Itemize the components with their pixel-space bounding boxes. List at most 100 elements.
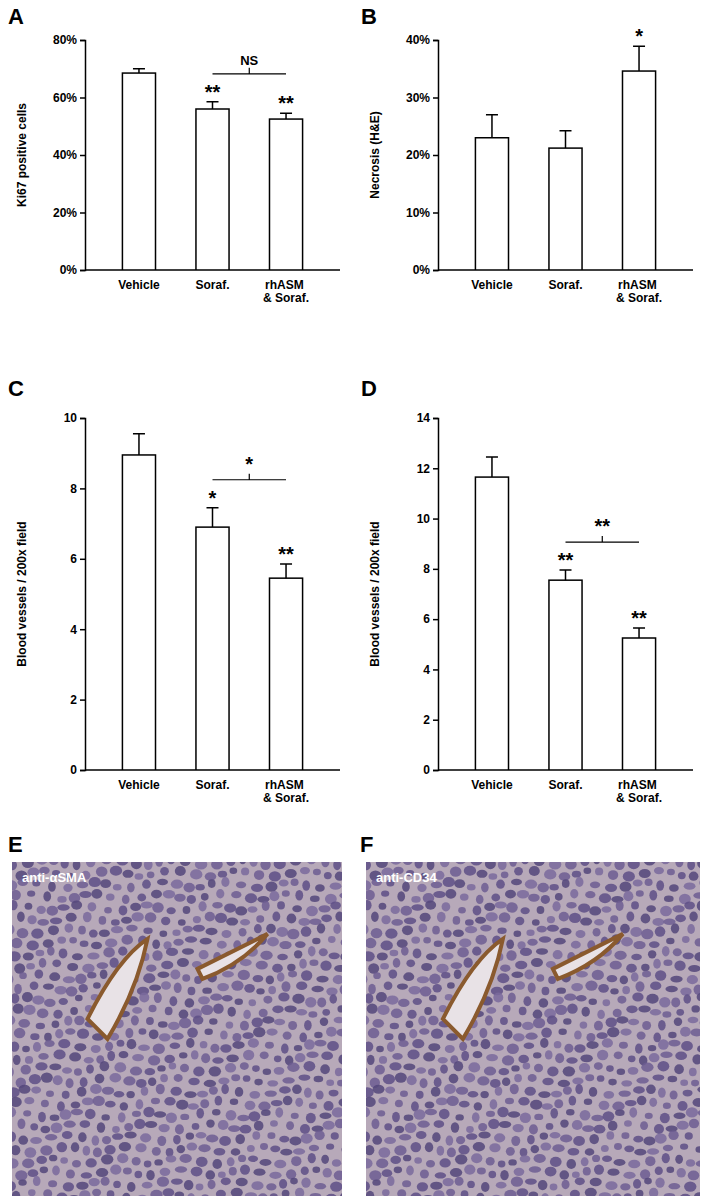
cell-nucleus (267, 1132, 275, 1139)
cell-nucleus (342, 1146, 343, 1152)
cell-nucleus (56, 1142, 67, 1152)
cell-nucleus (30, 982, 39, 990)
cell-nucleus (41, 1072, 53, 1082)
cell-nucleus (586, 1041, 598, 1049)
cell-nucleus (456, 1087, 468, 1095)
cell-nucleus (22, 862, 34, 868)
cell-nucleus (649, 1188, 658, 1196)
micrograph-panel: Fanti-CD34 (357, 832, 706, 1196)
cell-nucleus (608, 1121, 618, 1131)
cell-nucleus (196, 1157, 208, 1167)
cell-nucleus (26, 963, 35, 970)
cell-nucleus (541, 1142, 552, 1150)
cell-nucleus (314, 1040, 326, 1047)
cell-nucleus (607, 1027, 619, 1037)
cell-nucleus (161, 917, 170, 925)
cell-nucleus (571, 941, 581, 949)
cell-nucleus (235, 1087, 243, 1097)
cell-nucleus (197, 1091, 208, 1098)
cell-nucleus (668, 1130, 678, 1140)
cell-nucleus (62, 1067, 72, 1073)
cell-nucleus (476, 1193, 484, 1196)
cell-nucleus (378, 1147, 390, 1157)
cell-nucleus (438, 1057, 448, 1063)
cell-nucleus (416, 1091, 424, 1099)
cell-nucleus (426, 1160, 435, 1168)
cell-nucleus (75, 974, 87, 984)
cell-nucleus (333, 975, 342, 984)
cell-nucleus (700, 1019, 701, 1027)
cell-nucleus (411, 904, 423, 910)
cell-nucleus (301, 926, 312, 936)
cell-nucleus (74, 1068, 82, 1076)
cell-nucleus (526, 930, 534, 936)
cell-nucleus (137, 1195, 148, 1196)
cell-nucleus (57, 896, 66, 903)
cell-nucleus (249, 999, 257, 1006)
cell-nucleus (205, 1170, 215, 1179)
panel-label: A (8, 4, 24, 29)
cell-nucleus (463, 957, 472, 967)
cell-nucleus (279, 880, 289, 887)
cell-nucleus (57, 904, 69, 910)
cell-nucleus (466, 1133, 477, 1140)
axis-line (80, 419, 86, 771)
cell-nucleus (119, 1051, 129, 1058)
cell-nucleus (71, 1142, 79, 1152)
cell-nucleus (660, 862, 670, 864)
cell-nucleus (330, 901, 341, 909)
tick: Vehicle (471, 270, 513, 292)
cell-nucleus (563, 1018, 571, 1025)
cell-nucleus (373, 972, 381, 979)
cell-nucleus (458, 907, 466, 913)
cell-nucleus (91, 942, 102, 950)
cell-nucleus (126, 1091, 134, 1098)
cell-nucleus (309, 1103, 317, 1109)
cell-nucleus (614, 862, 624, 870)
cell-nucleus (244, 984, 255, 993)
cell-nucleus (381, 915, 390, 924)
cell-nucleus (679, 1194, 691, 1196)
cell-nucleus (555, 1053, 564, 1063)
cell-nucleus (607, 975, 618, 982)
cell-nucleus (505, 890, 516, 899)
cell-nucleus (63, 1182, 74, 1191)
cell-nucleus (633, 880, 643, 887)
cell-nucleus (420, 1169, 429, 1178)
cell-nucleus (12, 890, 21, 900)
cell-nucleus (88, 902, 97, 911)
vessel (198, 934, 268, 979)
cell-nucleus (322, 1009, 330, 1016)
cell-nucleus (636, 1077, 648, 1083)
cell-nucleus (100, 1061, 110, 1071)
cell-nucleus (633, 941, 645, 949)
cell-nucleus (681, 1041, 693, 1051)
tick: rhASM & Soraf. (263, 770, 309, 805)
cell-nucleus (371, 1119, 379, 1129)
cell-nucleus (402, 925, 413, 935)
cell-nucleus (390, 862, 402, 865)
cell-nucleus (33, 1042, 41, 1052)
cell-nucleus (430, 1182, 442, 1190)
cell-nucleus (547, 1066, 558, 1076)
cell-nucleus (366, 993, 373, 1003)
cell-nucleus (407, 1010, 416, 1019)
cell-nucleus (130, 903, 141, 911)
cell-nucleus (550, 1132, 561, 1138)
cell-nucleus (83, 912, 92, 922)
cell-nucleus (554, 1099, 563, 1108)
cell-nucleus (263, 1068, 271, 1075)
cell-nucleus (636, 1190, 644, 1196)
tick-label: Vehicle (471, 278, 513, 292)
cell-nucleus (122, 895, 130, 904)
cell-nucleus (295, 1098, 303, 1107)
cell-nucleus (102, 1087, 114, 1095)
cell-nucleus (175, 866, 186, 876)
cell-nucleus (617, 996, 626, 1004)
cell-nucleus (595, 868, 603, 876)
cell-nucleus (486, 1111, 495, 1117)
tick-label: 60% (53, 91, 77, 105)
cell-nucleus (368, 984, 376, 994)
cell-nucleus (451, 962, 463, 969)
cell-nucleus (143, 1107, 154, 1117)
